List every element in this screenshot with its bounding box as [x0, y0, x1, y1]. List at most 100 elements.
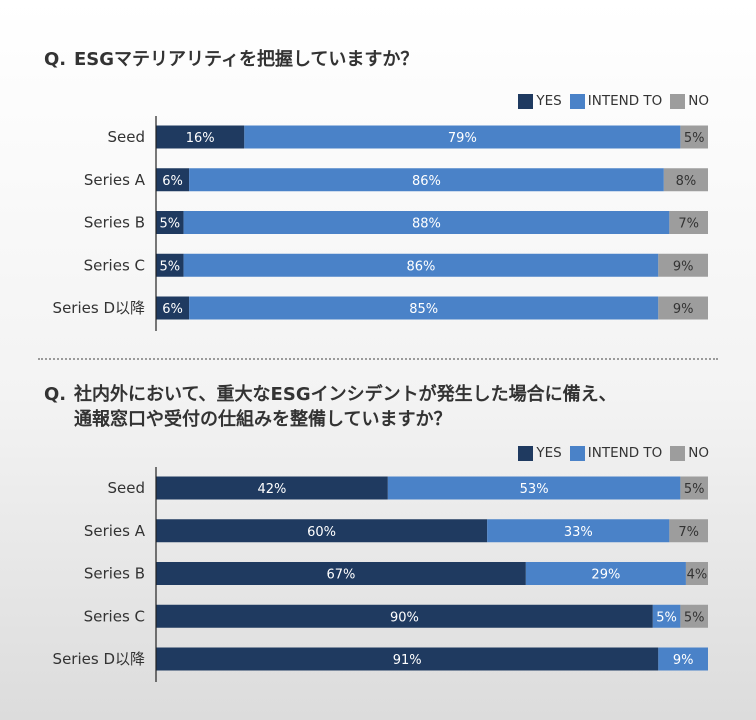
question-title: Q. 社内外において、重大なESGインシデントが発生した場合に備え、 通報窓口や受… [44, 382, 617, 432]
legend-item-yes: YES [518, 93, 562, 109]
legend-label-yes: YES [536, 445, 562, 461]
bar-segment-yes [156, 476, 388, 500]
bar-segment-yes [156, 647, 659, 671]
legend-swatch-intend [569, 93, 585, 109]
chart-legend: YES INTEND TO NO [518, 93, 709, 109]
bar-segment-intend [183, 253, 659, 277]
data-label-intend: 9% [673, 653, 694, 668]
data-label-no: 7% [678, 217, 699, 232]
stacked-bar-chart: Seed 42% 53% 5% Series A 60% 33% 7% Series B 67% 2… [53, 467, 708, 682]
data-label-yes: 5% [159, 259, 180, 274]
bar-segment-intend [189, 296, 659, 320]
data-label-intend: 85% [409, 302, 438, 317]
bar-segment-intend [183, 211, 670, 234]
data-label-no: 5% [684, 482, 705, 497]
data-label-no: 9% [673, 302, 694, 317]
bar-segment-yes [156, 604, 653, 628]
category-label: Seed [108, 128, 146, 146]
bar-segment-intend [658, 647, 708, 671]
stacked-bar-chart: Seed 16% 79% 5% Series A 6% 86% 8% Series B 5% 88%… [53, 116, 708, 331]
data-label-intend: 79% [448, 131, 477, 146]
data-label-intend: 29% [591, 568, 620, 583]
legend-swatch-no [670, 445, 686, 461]
data-label-yes: 42% [257, 482, 286, 497]
data-label-no: 9% [673, 259, 694, 274]
data-label-no: 8% [676, 174, 697, 189]
chart-legend: YES INTEND TO NO [518, 445, 709, 461]
category-label: Seed [108, 479, 146, 497]
bar-segment-no [669, 519, 708, 543]
legend-swatch-yes [518, 93, 534, 109]
chart-panel-incident-reporting: Q. 社内外において、重大なESGインシデントが発生した場合に備え、 通報窓口や受… [0, 370, 756, 720]
bar-segment-no [658, 296, 708, 320]
legend-label-intend: INTEND TO [587, 445, 663, 461]
category-label: Series B [84, 214, 145, 232]
question-mark: Q. [44, 49, 67, 70]
bar-segment-no [680, 476, 708, 500]
legend-label-no: NO [688, 93, 709, 109]
bar-segment-yes [156, 125, 245, 149]
bar-segment-intend [387, 476, 681, 500]
category-label: Series D以降 [53, 650, 145, 668]
data-label-yes: 6% [162, 174, 183, 189]
legend-item-no: NO [670, 445, 709, 461]
data-label-yes: 5% [159, 217, 180, 232]
legend-item-yes: YES [518, 445, 562, 461]
data-label-yes: 90% [390, 610, 419, 625]
bar-segment-no [680, 604, 708, 628]
data-label-yes: 60% [307, 525, 336, 540]
legend-item-intend: INTEND TO [569, 93, 663, 109]
data-label-intend: 5% [656, 610, 677, 625]
data-label-intend: 53% [520, 482, 549, 497]
category-label: Series D以降 [53, 299, 145, 317]
legend-swatch-yes [518, 445, 534, 461]
data-label-no: 5% [684, 131, 705, 146]
legend-item-no: NO [670, 93, 709, 109]
bar-segment-yes [156, 296, 190, 320]
chart-panel-materiality: Q. ESGマテリアリティを把握していますか？ YES INTEND TO NO … [0, 0, 756, 350]
category-label: Series C [84, 607, 145, 625]
bar-segment-intend [525, 562, 686, 585]
bar-segment-yes [156, 519, 488, 543]
bar-segment-no [685, 562, 708, 585]
bar-segment-intend [652, 604, 681, 628]
legend-item-intend: INTEND TO [569, 445, 663, 461]
question-title: Q. ESGマテリアリティを把握していますか？ [44, 47, 418, 72]
category-label: Series A [84, 171, 146, 189]
bar-segment-yes [156, 211, 184, 234]
legend-label-intend: INTEND TO [587, 93, 663, 109]
bar-segment-yes [156, 168, 190, 192]
data-label-no: 4% [687, 568, 708, 583]
legend-label-no: NO [688, 445, 709, 461]
bar-segment-intend [189, 168, 664, 192]
data-label-no: 7% [678, 525, 699, 540]
data-label-intend: 88% [412, 217, 441, 232]
question-text-line: 通報窓口や受付の仕組みを整備していますか？ [74, 409, 452, 430]
bar-segment-intend [487, 519, 670, 543]
category-label: Series A [84, 522, 146, 540]
bar-segment-no [658, 253, 708, 277]
section-divider [38, 358, 718, 360]
category-label: Series B [84, 565, 145, 583]
data-label-intend: 86% [407, 259, 436, 274]
question-text-line: 社内外において、重大なESGインシデントが発生した場合に備え、 [74, 384, 617, 405]
data-label-intend: 33% [564, 525, 593, 540]
bar-segment-yes [156, 253, 184, 277]
data-label-yes: 6% [162, 302, 183, 317]
question-text-line: ESGマテリアリティを把握していますか？ [74, 49, 419, 70]
bar-segment-no [680, 125, 708, 149]
category-label: Series C [84, 256, 145, 274]
data-label-no: 5% [684, 610, 705, 625]
bar-segment-yes [156, 562, 526, 585]
bar-segment-no [669, 211, 708, 234]
data-label-yes: 91% [393, 653, 422, 668]
data-label-yes: 16% [186, 131, 215, 146]
legend-swatch-no [670, 93, 686, 109]
legend-label-yes: YES [536, 93, 562, 109]
bar-segment-intend [244, 125, 681, 149]
question-mark: Q. [44, 384, 67, 405]
data-label-intend: 86% [412, 174, 441, 189]
data-label-yes: 67% [326, 568, 355, 583]
bar-segment-no [663, 168, 708, 192]
legend-swatch-intend [569, 445, 585, 461]
